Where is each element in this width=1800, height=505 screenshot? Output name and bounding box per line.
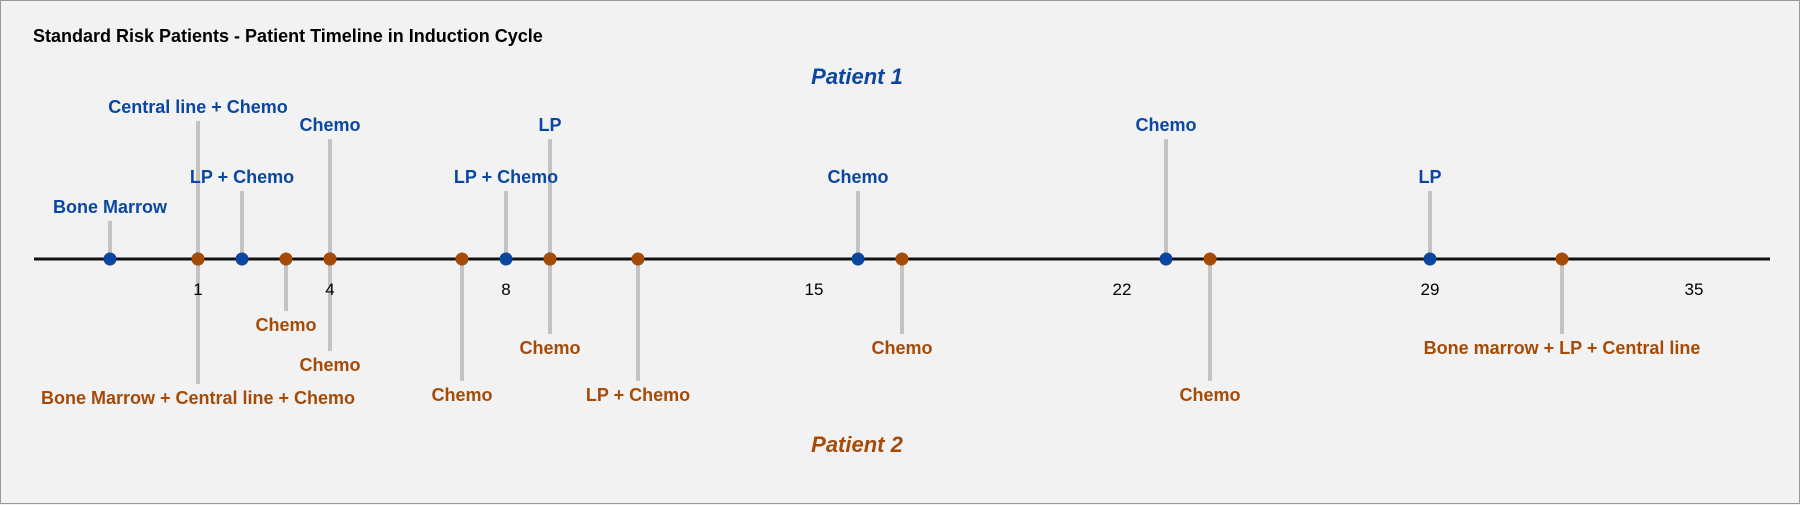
patient2-marker [1203, 252, 1217, 266]
patient2-label: Patient 2 [811, 432, 903, 457]
patient2-marker [895, 252, 909, 266]
patient2-event-label: Bone marrow + LP + Central line [1424, 338, 1701, 358]
tick-label: 35 [1685, 280, 1704, 299]
patient1-marker [499, 252, 513, 266]
tick-label: 4 [325, 280, 334, 299]
patient2-event-label: LP + Chemo [586, 385, 690, 405]
tick-label: 15 [805, 280, 824, 299]
patient1-event-label: Chemo [827, 167, 888, 187]
patient1-event-label: Bone Marrow [53, 197, 168, 217]
tick-label: 1 [193, 280, 202, 299]
patient1-marker [1423, 252, 1437, 266]
patient1-label: Patient 1 [811, 64, 903, 89]
patient1-marker [851, 252, 865, 266]
patient2-event-label: Chemo [255, 315, 316, 335]
tick-label: 8 [501, 280, 510, 299]
patient2-event-label: Chemo [1179, 385, 1240, 405]
patient1-marker [1159, 252, 1173, 266]
tick-label: 22 [1113, 280, 1132, 299]
patient1-event-label: Central line + Chemo [108, 97, 288, 117]
patient2-event-label: Chemo [431, 385, 492, 405]
patient1-event-label: LP [538, 115, 561, 135]
patient2-event-label: Bone Marrow + Central line + Chemo [41, 388, 355, 408]
patient1-event-label: LP + Chemo [454, 167, 558, 187]
patient2-marker [543, 252, 557, 266]
patient2-marker [191, 252, 205, 266]
figure-title: Standard Risk Patients - Patient Timelin… [33, 26, 543, 46]
patient2-event-label: Chemo [519, 338, 580, 358]
patient1-event-label: Chemo [299, 115, 360, 135]
patient2-marker [455, 252, 469, 266]
patient2-marker [1555, 252, 1569, 266]
patient2-marker [323, 252, 337, 266]
patient2-event-label: Chemo [871, 338, 932, 358]
patient1-event-label: Chemo [1135, 115, 1196, 135]
patient1-event-label: LP [1418, 167, 1441, 187]
patient1-marker [103, 252, 117, 266]
patient1-event-label: LP + Chemo [190, 167, 294, 187]
patient1-marker [235, 252, 249, 266]
patient2-event-label: Chemo [299, 355, 360, 375]
patient2-marker [279, 252, 293, 266]
tick-label: 29 [1421, 280, 1440, 299]
patient2-marker [631, 252, 645, 266]
